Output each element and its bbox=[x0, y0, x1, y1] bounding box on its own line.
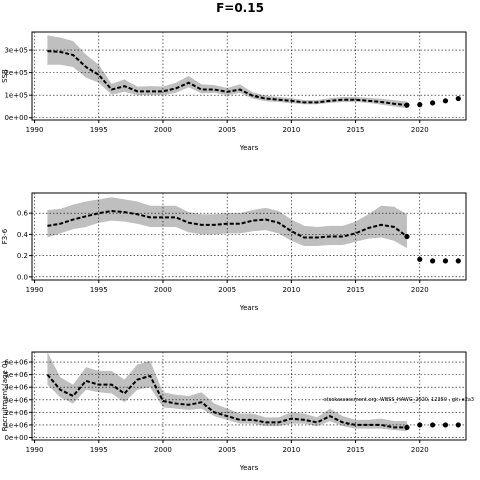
x-tick-label: 2000 bbox=[154, 126, 172, 134]
y-tick-label: 0e+00 bbox=[4, 114, 28, 122]
estimate-line bbox=[47, 210, 408, 239]
y-tick-label: 6e+06 bbox=[4, 359, 28, 367]
x-tick-label: 1990 bbox=[26, 286, 44, 294]
x-tick-label: 1990 bbox=[26, 126, 44, 134]
y-tick-label: 3e+05 bbox=[4, 47, 28, 55]
estimate-line bbox=[46, 373, 407, 429]
y-axis-label: F3-6 bbox=[1, 228, 9, 244]
x-tick-label: 2000 bbox=[154, 286, 172, 294]
y-tick-label: 1e+06 bbox=[4, 421, 28, 429]
x-tick-label: 2005 bbox=[218, 126, 236, 134]
forecast-point bbox=[417, 256, 423, 262]
x-axis-label: Years bbox=[239, 464, 259, 472]
x-axis-label: Years bbox=[239, 144, 259, 152]
x-tick-label: 1995 bbox=[90, 126, 108, 134]
confidence-band bbox=[47, 352, 407, 432]
x-tick-label: 2005 bbox=[218, 446, 236, 454]
forecast-point bbox=[442, 258, 449, 264]
estimate-line bbox=[47, 50, 408, 107]
x-tick-label: 2000 bbox=[154, 446, 172, 454]
forecast-point bbox=[455, 258, 461, 264]
x-tick-label: 2015 bbox=[347, 286, 365, 294]
x-tick-label: 2020 bbox=[411, 446, 429, 454]
chart-title: F=0.15 bbox=[216, 1, 264, 15]
x-tick-label: 1995 bbox=[90, 446, 108, 454]
forecast-point bbox=[404, 102, 410, 108]
plot-frame bbox=[31, 192, 467, 281]
x-tick-label: 2010 bbox=[282, 286, 300, 294]
confidence-band bbox=[47, 35, 407, 109]
x-tick-label: 2005 bbox=[218, 286, 236, 294]
x-tick-label: 2010 bbox=[282, 446, 300, 454]
y-tick-label: 3e+06 bbox=[4, 396, 28, 404]
y-tick-label: 1e+05 bbox=[4, 92, 28, 100]
forecast-point bbox=[455, 95, 461, 102]
forecast-point bbox=[442, 98, 449, 104]
y-tick-label: 0e+00 bbox=[4, 434, 28, 442]
forecast-point bbox=[430, 100, 436, 106]
y-axis-label: SSB bbox=[1, 69, 9, 83]
y-tick-label: 5e+06 bbox=[4, 371, 28, 379]
panel-1: 1990 1995 2000 2005 2010 2015 2020 0e+00 1e+05 2e… bbox=[1, 31, 467, 152]
plot-frame bbox=[31, 31, 467, 121]
forecast-point bbox=[404, 424, 410, 431]
forecast-point bbox=[417, 102, 423, 108]
forecast-point bbox=[442, 422, 449, 428]
y-tick-label: 4e+06 bbox=[4, 384, 28, 392]
confidence-band bbox=[47, 197, 407, 249]
x-tick-label: 2020 bbox=[411, 126, 429, 134]
y-tick-label: 2e+05 bbox=[4, 69, 28, 77]
forecast-point bbox=[404, 233, 410, 240]
watermark-text: stockassessment.org: WBSS_HAWG_2020, 123… bbox=[324, 397, 474, 403]
panel-2: 1990 1995 2000 2005 2010 2015 2020 0.0 0.2 0.4 0.6… bbox=[1, 192, 467, 312]
x-tick-label: 2010 bbox=[282, 126, 300, 134]
forecast-point bbox=[417, 422, 423, 428]
forecast-point bbox=[430, 422, 436, 428]
y-tick-label: 0.2 bbox=[17, 252, 28, 260]
panel-3: 1990 1995 2000 2005 2010 2015 2020 0e+00 1e+06 2e… bbox=[1, 351, 467, 472]
y-tick-label: 0.4 bbox=[17, 231, 29, 239]
y-tick-label: 0.0 bbox=[17, 273, 28, 281]
x-tick-label: 2015 bbox=[347, 446, 365, 454]
forecast-point bbox=[455, 422, 461, 428]
x-tick-label: 1990 bbox=[26, 446, 44, 454]
x-tick-label: 2020 bbox=[411, 286, 429, 294]
x-tick-label: 2015 bbox=[347, 126, 365, 134]
x-tick-label: 1995 bbox=[90, 286, 108, 294]
plot-frame bbox=[31, 351, 467, 441]
forecast-point bbox=[430, 258, 436, 264]
x-axis-label: Years bbox=[239, 304, 259, 312]
y-axis-label: Recruitment (age 0) bbox=[1, 361, 9, 432]
y-tick-label: 2e+06 bbox=[4, 409, 28, 417]
y-tick-label: 0.6 bbox=[17, 210, 29, 218]
